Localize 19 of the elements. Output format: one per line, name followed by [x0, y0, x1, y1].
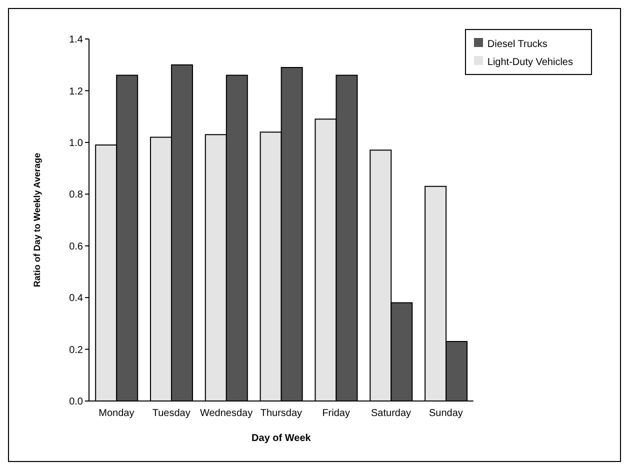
x-tick-label: Saturday	[371, 408, 412, 420]
x-tick-label: Wednesday	[200, 408, 253, 420]
legend-label: Light-Duty Vehicles	[487, 57, 573, 68]
legend-label: Diesel Trucks	[487, 39, 548, 50]
x-tick-label: Tuesday	[152, 408, 190, 420]
y-axis-title: Ratio of Day to Weekly Average	[32, 152, 42, 288]
x-axis-title: Day of Week	[252, 433, 312, 444]
x-tick-label: Monday	[98, 408, 134, 420]
x-tick-label: Sunday	[428, 408, 463, 420]
x-tick-label: Thursday	[260, 408, 302, 420]
x-tick-label: Friday	[322, 408, 350, 420]
y-tick-label: 0.6	[69, 241, 84, 252]
y-tick-label: 1.2	[69, 86, 84, 98]
y-tick-label: 1.4	[69, 34, 84, 46]
y-tick-label: 0.4	[69, 293, 84, 304]
y-tick-label: 0.2	[69, 344, 84, 356]
y-tick-label: 1.0	[69, 138, 84, 149]
y-tick-label: 0.8	[69, 190, 84, 201]
y-tick-label: 0.0	[69, 396, 84, 408]
